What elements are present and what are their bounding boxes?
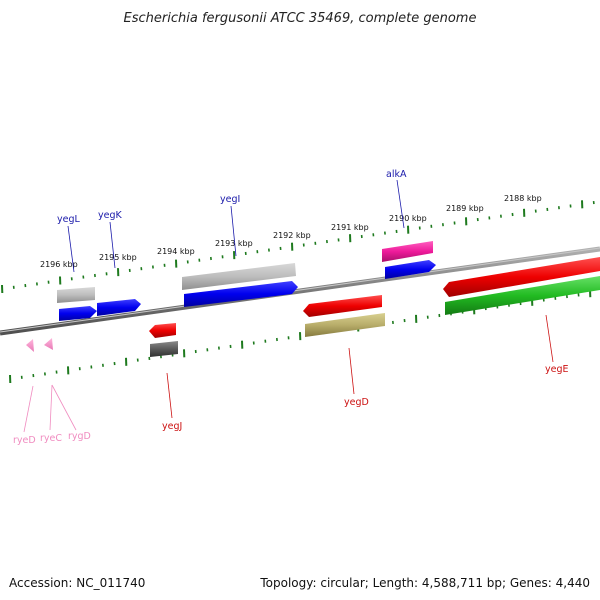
gene-ryeC-arrow[interactable]	[44, 338, 53, 350]
genome-backbone	[0, 246, 600, 336]
leader-yegE	[545, 314, 554, 363]
scale-labels: 2196 kbp 2195 kbp 2194 kbp 2193 kbp 2192…	[40, 194, 542, 269]
reverse-strand-genes	[149, 257, 600, 357]
label-rygD[interactable]: rygD	[68, 431, 91, 442]
leader-yegK	[109, 221, 116, 269]
leader-alkA	[396, 179, 405, 229]
label-yegI[interactable]: yegI	[220, 194, 240, 205]
gene-yegE-cds[interactable]	[445, 276, 600, 315]
gene-yegI-arrow[interactable]	[184, 281, 298, 307]
scale-label-2191: 2191 kbp	[331, 223, 369, 232]
leader-yegD	[348, 347, 355, 395]
gene-labels: yegL yegK yegI alkA yegJ yegD yegE ryeD …	[13, 169, 569, 446]
forward-strand-genes	[57, 241, 436, 321]
rna-genes	[26, 338, 53, 352]
label-yegE[interactable]: yegE	[545, 364, 569, 375]
gene-yegD-arrow[interactable]	[303, 295, 382, 317]
gene-yegJ-arrow[interactable]	[149, 323, 176, 338]
gene-ryeD-arrow[interactable]	[26, 339, 34, 352]
gene-yegL-arrow[interactable]	[59, 306, 97, 321]
scale-label-2192: 2192 kbp	[273, 231, 311, 240]
gene-yegK-arrow[interactable]	[97, 299, 141, 316]
scale-label-2195: 2195 kbp	[99, 253, 137, 262]
label-alkA[interactable]: alkA	[386, 169, 407, 180]
leader-ryeD	[23, 385, 34, 433]
scale-label-2189: 2189 kbp	[446, 204, 484, 213]
gene-alkA-cds[interactable]	[382, 241, 433, 262]
label-yegD[interactable]: yegD	[344, 397, 369, 408]
backbone-highlight	[0, 247, 600, 333]
leader-yegL	[67, 225, 75, 273]
gene-yegJ-cds[interactable]	[150, 341, 178, 357]
upper-scale-ticks	[1, 200, 595, 294]
gene-yegE-arrow[interactable]	[443, 257, 600, 297]
leader-rygD	[51, 384, 77, 431]
label-ryeD[interactable]: ryeD	[13, 435, 36, 446]
accession-text: Accession: NC_011740	[9, 576, 145, 590]
gene-alkA-arrow[interactable]	[385, 260, 436, 279]
label-yegL[interactable]: yegL	[57, 214, 80, 225]
scale-label-2188: 2188 kbp	[504, 194, 542, 203]
map-title: Escherichia fergusonii ATCC 35469, compl…	[124, 11, 477, 26]
scale-label-2194: 2194 kbp	[157, 247, 195, 256]
label-yegK[interactable]: yegK	[98, 210, 122, 221]
leader-yegJ	[166, 372, 173, 419]
gene-yegD-cds[interactable]	[305, 313, 385, 337]
scale-label-2190: 2190 kbp	[389, 214, 427, 223]
leader-yegI	[230, 205, 237, 257]
scale-label-2193: 2193 kbp	[215, 239, 253, 248]
label-leader-lines	[23, 179, 554, 433]
gene-yegI-cds[interactable]	[182, 263, 296, 290]
gene-yegL-cds[interactable]	[57, 287, 95, 303]
label-yegJ[interactable]: yegJ	[162, 421, 182, 432]
leader-ryeC	[49, 384, 53, 431]
label-ryeC[interactable]: ryeC	[40, 433, 62, 444]
genome-stats-text: Topology: circular; Length: 4,588,711 bp…	[259, 576, 590, 590]
scale-label-2196: 2196 kbp	[40, 260, 78, 269]
